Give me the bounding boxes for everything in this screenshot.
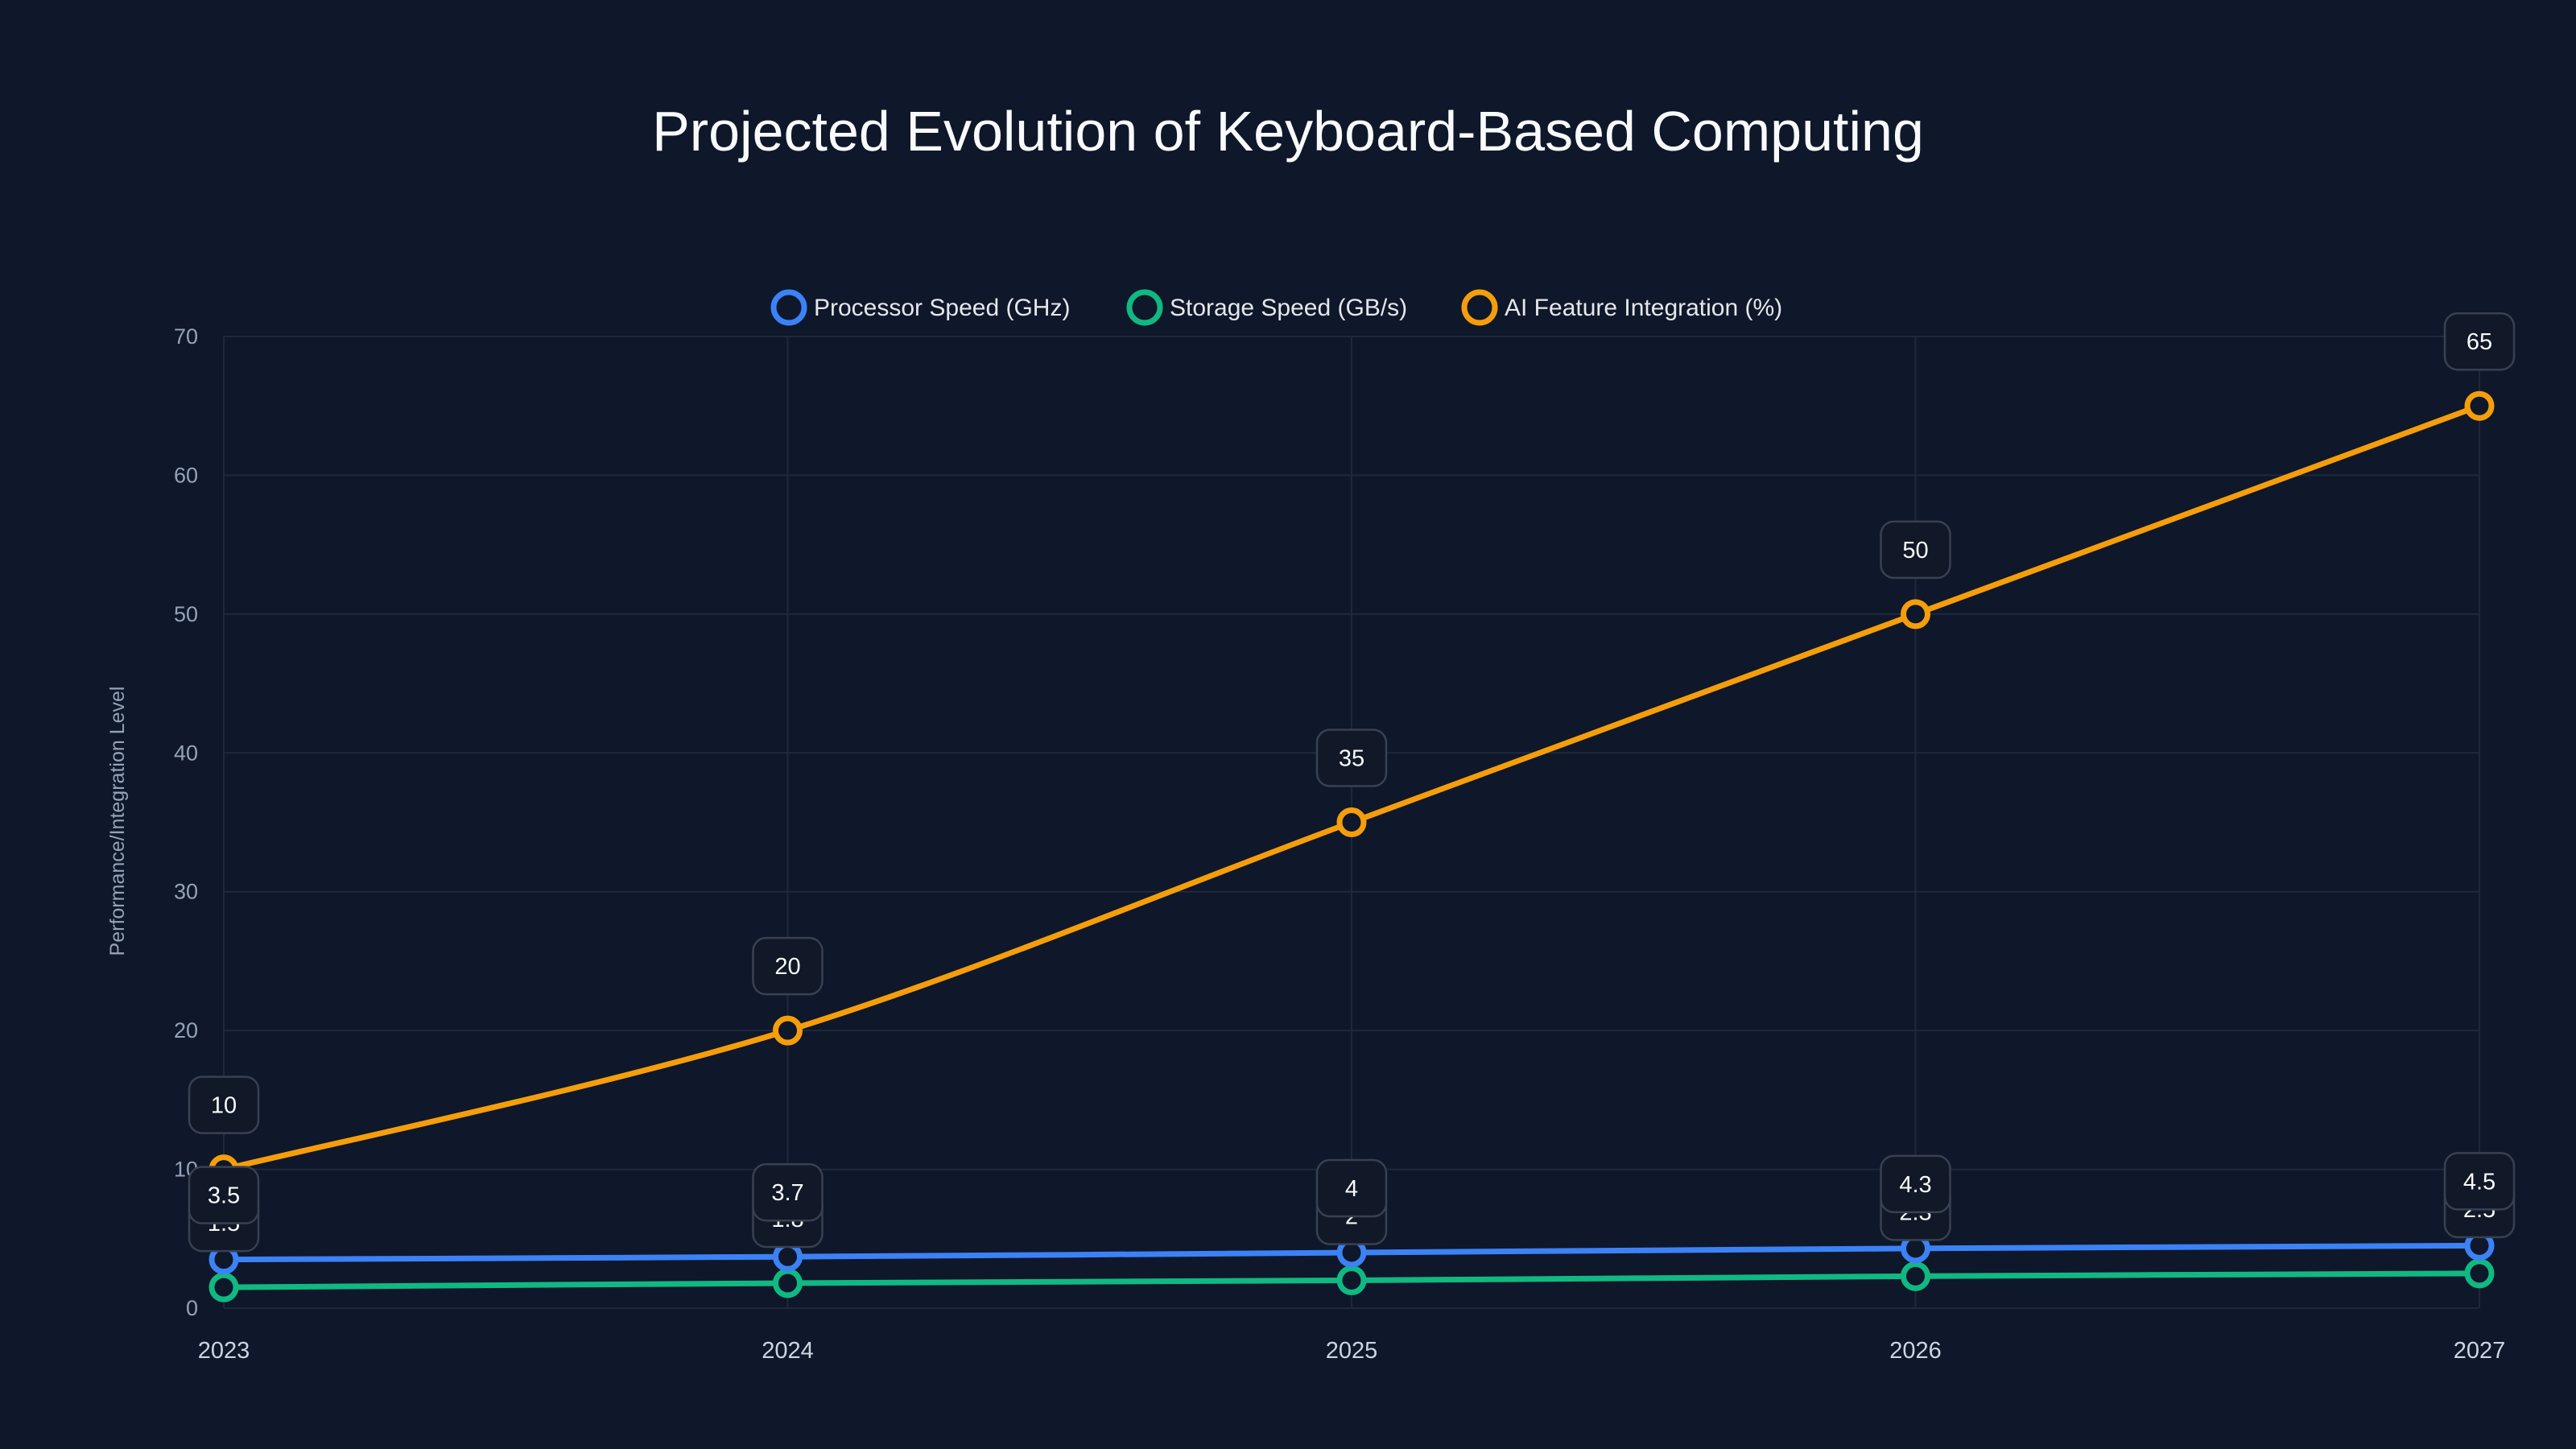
- data-label-text: 3.7: [771, 1180, 803, 1206]
- legend-entry: Processor Speed (GHz): [814, 295, 1070, 321]
- legend-entry: AI Feature Integration (%): [1505, 295, 1782, 321]
- data-label-box: [2443, 312, 2516, 371]
- data-label-text: 10: [211, 1093, 237, 1119]
- data-label: 3.7: [752, 1162, 824, 1222]
- data-point: [1901, 1261, 1930, 1291]
- data-label-text: 4.5: [2463, 1169, 2496, 1195]
- legend-entry: Storage Speed (GB/s): [1170, 295, 1407, 321]
- data-point: [208, 1272, 239, 1302]
- data-label-text: 35: [1339, 746, 1364, 772]
- data-label-text: 3.5: [208, 1183, 240, 1209]
- data-label: 20: [752, 936, 824, 996]
- data-point: [2464, 390, 2495, 421]
- data-label-box: [752, 1162, 824, 1222]
- y-tick-label: 30: [174, 880, 198, 904]
- y-axis-label: Performance/Integration Level: [106, 687, 129, 956]
- grid: 0 10 20 30 40 50 60 70 2023 2024 2025 2026 2027: [174, 324, 2505, 1364]
- legend-marker-icon: [1126, 289, 1163, 326]
- y-tick-label: 40: [174, 741, 198, 765]
- data-label-box: [1880, 1154, 1951, 1214]
- y-tick-label: 60: [174, 463, 198, 487]
- data-label-text: 4: [1345, 1176, 1358, 1202]
- x-tick-label: 2027: [2454, 1338, 2506, 1364]
- data-label: 4.5: [2443, 1152, 2516, 1211]
- legend-marker-icon: [1461, 289, 1498, 326]
- data-label-box: [752, 936, 824, 996]
- data-label-box: [2443, 1152, 2516, 1211]
- data-point: [1336, 1265, 1367, 1296]
- y-tick-label: 20: [174, 1018, 198, 1042]
- data-label: 10: [188, 1075, 260, 1134]
- data-label: 3.5: [188, 1166, 260, 1224]
- data-label: 50: [1880, 520, 1951, 580]
- x-tick-label: 2025: [1326, 1338, 1378, 1364]
- data-point: [1901, 599, 1930, 630]
- data-label-text: 20: [774, 954, 800, 980]
- data-label-text: 4.3: [1899, 1172, 1931, 1198]
- data-label-box: [188, 1075, 260, 1134]
- data-point: [1336, 807, 1367, 837]
- data-label-box: [1315, 729, 1388, 787]
- data-point: [773, 1268, 803, 1298]
- legend-marker-icon: [770, 289, 807, 326]
- x-tick-label: 2026: [1889, 1338, 1942, 1364]
- data-label: 4.3: [1880, 1154, 1951, 1214]
- data-label-text: 50: [1902, 538, 1928, 564]
- data-point: [773, 1015, 803, 1046]
- data-label: 4: [1315, 1158, 1388, 1218]
- chart-title: Projected Evolution of Keyboard-Based Co…: [652, 100, 1924, 163]
- y-tick-label: 50: [174, 602, 198, 626]
- data-label-box: [1315, 1158, 1388, 1218]
- data-point: [2464, 1258, 2495, 1289]
- data-label-text: 65: [2467, 329, 2492, 355]
- data-label: 65: [2443, 312, 2516, 371]
- x-tick-label: 2024: [762, 1338, 814, 1364]
- data-label-box: [188, 1166, 260, 1224]
- y-tick-label: 70: [174, 324, 198, 349]
- data-label: 35: [1315, 729, 1388, 787]
- x-tick-label: 2023: [198, 1338, 250, 1364]
- series-lines: [208, 390, 2495, 1302]
- legend: Processor Speed (GHz) Storage Speed (GB/s…: [770, 289, 1782, 326]
- y-tick-label: 0: [186, 1296, 198, 1320]
- data-label-box: [1880, 520, 1951, 580]
- data-point: [773, 1241, 803, 1272]
